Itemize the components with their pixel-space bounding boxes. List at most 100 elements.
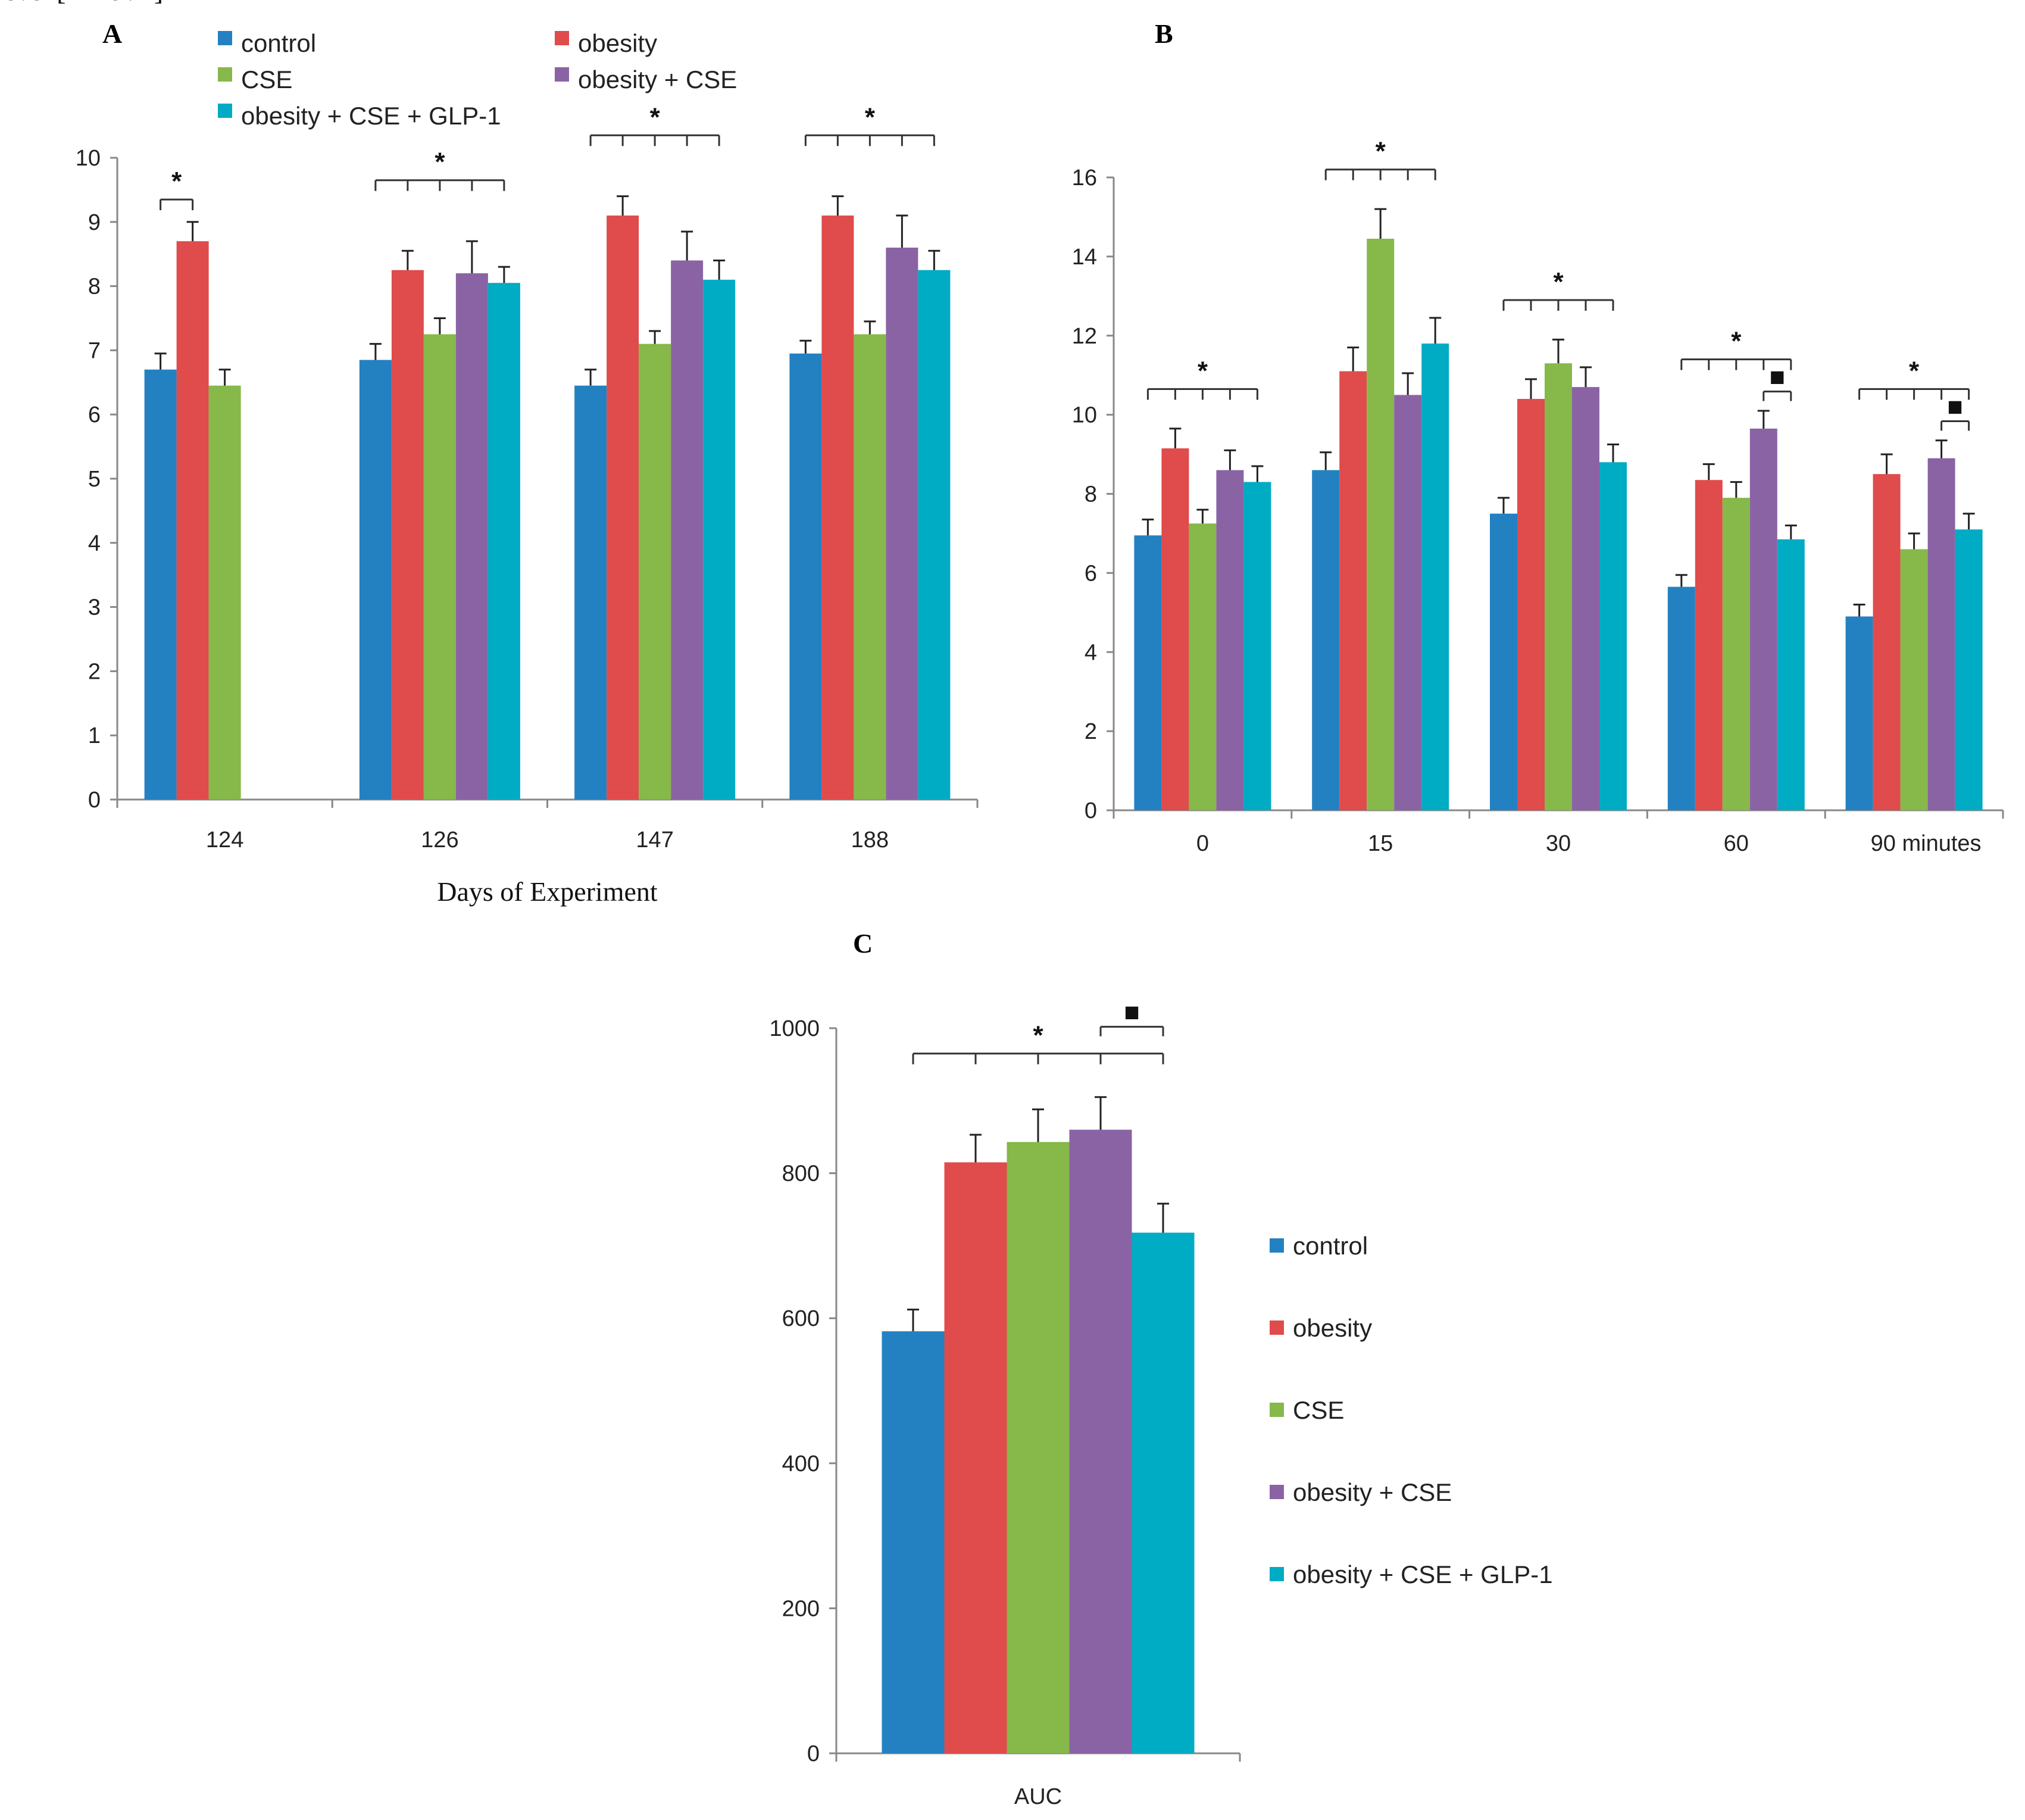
bar-cse-90-minutes <box>1900 549 1928 810</box>
y-tick-label-a: 4 <box>88 531 101 556</box>
bar-obesity-124 <box>176 241 209 800</box>
bar-obesity-cse-60 <box>1749 428 1777 810</box>
legend-c-item-control: control <box>1270 1232 1368 1260</box>
x-tick-label-b: 0 <box>1196 831 1209 856</box>
significance-star-b: * <box>1376 137 1386 166</box>
legend-c-label-obesity-cse: obesity + CSE <box>1293 1478 1452 1506</box>
legend-c-item-cse: CSE <box>1270 1396 1344 1424</box>
legend-c-item-obesity-cse: obesity + CSE <box>1270 1478 1452 1506</box>
legend-swatch-control <box>218 31 232 45</box>
legend-item-obesity-cse-glp1: obesity + CSE + GLP-1 <box>218 102 501 130</box>
chart-a: 0 1 2 3 4 5 6 7 8 9 10 124 * 126 * 147 * 188 * blood glucos… <box>0 0 979 907</box>
panel-label-c: C <box>853 928 873 959</box>
significance-star-a: * <box>650 102 661 132</box>
x-tick-label-a: 147 <box>636 828 673 853</box>
bar-cse-auc <box>1007 1142 1070 1753</box>
significance-star-c: * <box>1033 1021 1043 1050</box>
bar-cse-147 <box>639 344 671 800</box>
bar-obesity-90-minutes <box>1873 474 1901 810</box>
y-tick-label-a: 6 <box>88 402 101 427</box>
y-axis-title-a: blood glucose level [mmol/L] <box>0 0 163 6</box>
legend-label-obesity-cse: obesity + CSE <box>578 65 737 93</box>
bar-cse-124 <box>208 385 241 800</box>
y-tick-label-a: 0 <box>88 788 101 813</box>
significance-star-b: * <box>1731 327 1742 356</box>
significance-star-a: * <box>865 102 876 132</box>
bar-obesity-cse-glp-1-147 <box>703 279 736 800</box>
y-tick-label-b: 0 <box>1085 798 1097 823</box>
y-tick-label-a: 9 <box>88 210 101 235</box>
y-axis-title-b: blood glucose level [mmol/L] <box>0 0 163 6</box>
panel-label-a: A <box>102 18 122 49</box>
bar-obesity-cse-0 <box>1216 470 1244 810</box>
panel-label-b: B <box>1155 18 1173 49</box>
x-axis-title-a: Days of Experiment <box>437 876 658 907</box>
y-tick-label-b: 12 <box>1072 324 1097 349</box>
bar-obesity-30 <box>1517 399 1545 810</box>
legend-swatch-obesity-cse-glp1 <box>218 104 232 118</box>
legend-item-cse: CSE <box>218 65 292 93</box>
legend-c-swatch-obesity <box>1270 1320 1284 1335</box>
bar-control-90-minutes <box>1845 616 1873 810</box>
legend-swatch-obesity <box>555 31 569 45</box>
bar-control-126 <box>359 360 392 800</box>
y-tick-label-a: 7 <box>88 338 101 363</box>
significance-star-b: * <box>1553 267 1564 296</box>
legend-swatch-obesity-cse <box>555 67 569 82</box>
bar-cse-30 <box>1545 363 1572 810</box>
bar-obesity-15 <box>1339 371 1367 810</box>
x-tick-label-b: 15 <box>1368 831 1393 856</box>
bar-control-auc <box>882 1331 945 1753</box>
bar-obesity-auc <box>944 1162 1007 1753</box>
bar-obesity-cse-90-minutes <box>1927 458 1955 810</box>
bar-obesity-cse-glp-1-auc <box>1132 1232 1195 1753</box>
bar-obesity-cse-glp-1-30 <box>1599 462 1627 810</box>
legend-c-item-obesity: obesity <box>1270 1314 1372 1342</box>
legend-swatch-cse <box>218 67 232 82</box>
bar-control-188 <box>789 353 822 800</box>
y-tick-label-c: 0 <box>807 1741 820 1766</box>
y-tick-label-b: 14 <box>1072 245 1097 270</box>
legend-c-swatch-obesity-cse-glp1 <box>1270 1567 1284 1581</box>
y-tick-label-a: 10 <box>76 146 101 171</box>
x-tick-label-b: 30 <box>1546 831 1571 856</box>
x-tick-label-a: 188 <box>851 828 889 853</box>
y-tick-label-b: 8 <box>1085 482 1097 507</box>
bar-cse-15 <box>1367 238 1395 810</box>
legend-c-swatch-control <box>1270 1238 1284 1253</box>
x-tick-label-b: 90 minutes <box>1871 831 1982 856</box>
y-tick-label-c: 800 <box>782 1162 820 1187</box>
x-tick-label-b: 60 <box>1724 831 1749 856</box>
bar-obesity-cse-15 <box>1394 395 1422 810</box>
legend-c-label-control: control <box>1293 1232 1368 1260</box>
y-tick-label-a: 8 <box>88 274 101 299</box>
y-tick-label-b: 4 <box>1085 640 1097 665</box>
bar-obesity-cse-glp-1-126 <box>488 283 520 800</box>
x-tick-label-c: AUC <box>1014 1784 1062 1809</box>
bar-obesity-cse-glp-1-0 <box>1243 482 1271 810</box>
legend-item-obesity: obesity <box>555 29 657 57</box>
x-tick-label-a: 124 <box>206 828 243 853</box>
bar-control-124 <box>144 369 177 800</box>
significance-star-a: * <box>435 148 445 177</box>
bar-obesity-cse-auc <box>1069 1129 1132 1753</box>
bar-obesity-cse-30 <box>1572 387 1599 810</box>
bar-cse-126 <box>423 334 456 800</box>
bar-control-60 <box>1667 586 1695 810</box>
bar-obesity-60 <box>1695 480 1723 810</box>
significance-square-c: ■ <box>1124 998 1140 1027</box>
significance-square-b: ■ <box>1770 363 1786 392</box>
significance-star-a: * <box>171 167 182 196</box>
significance-star-b: * <box>1198 356 1208 385</box>
y-tick-label-a: 2 <box>88 659 101 684</box>
legend-item-control: control <box>218 29 316 57</box>
legend-item-obesity-cse: obesity + CSE <box>555 65 737 93</box>
bar-control-0 <box>1134 535 1162 810</box>
bar-obesity-cse-147 <box>671 260 704 800</box>
y-tick-label-a: 1 <box>88 723 101 748</box>
legend-c-swatch-obesity-cse <box>1270 1485 1284 1499</box>
legend-label-obesity: obesity <box>578 29 657 57</box>
bar-obesity-cse-188 <box>886 247 918 800</box>
y-tick-label-a: 3 <box>88 595 101 620</box>
